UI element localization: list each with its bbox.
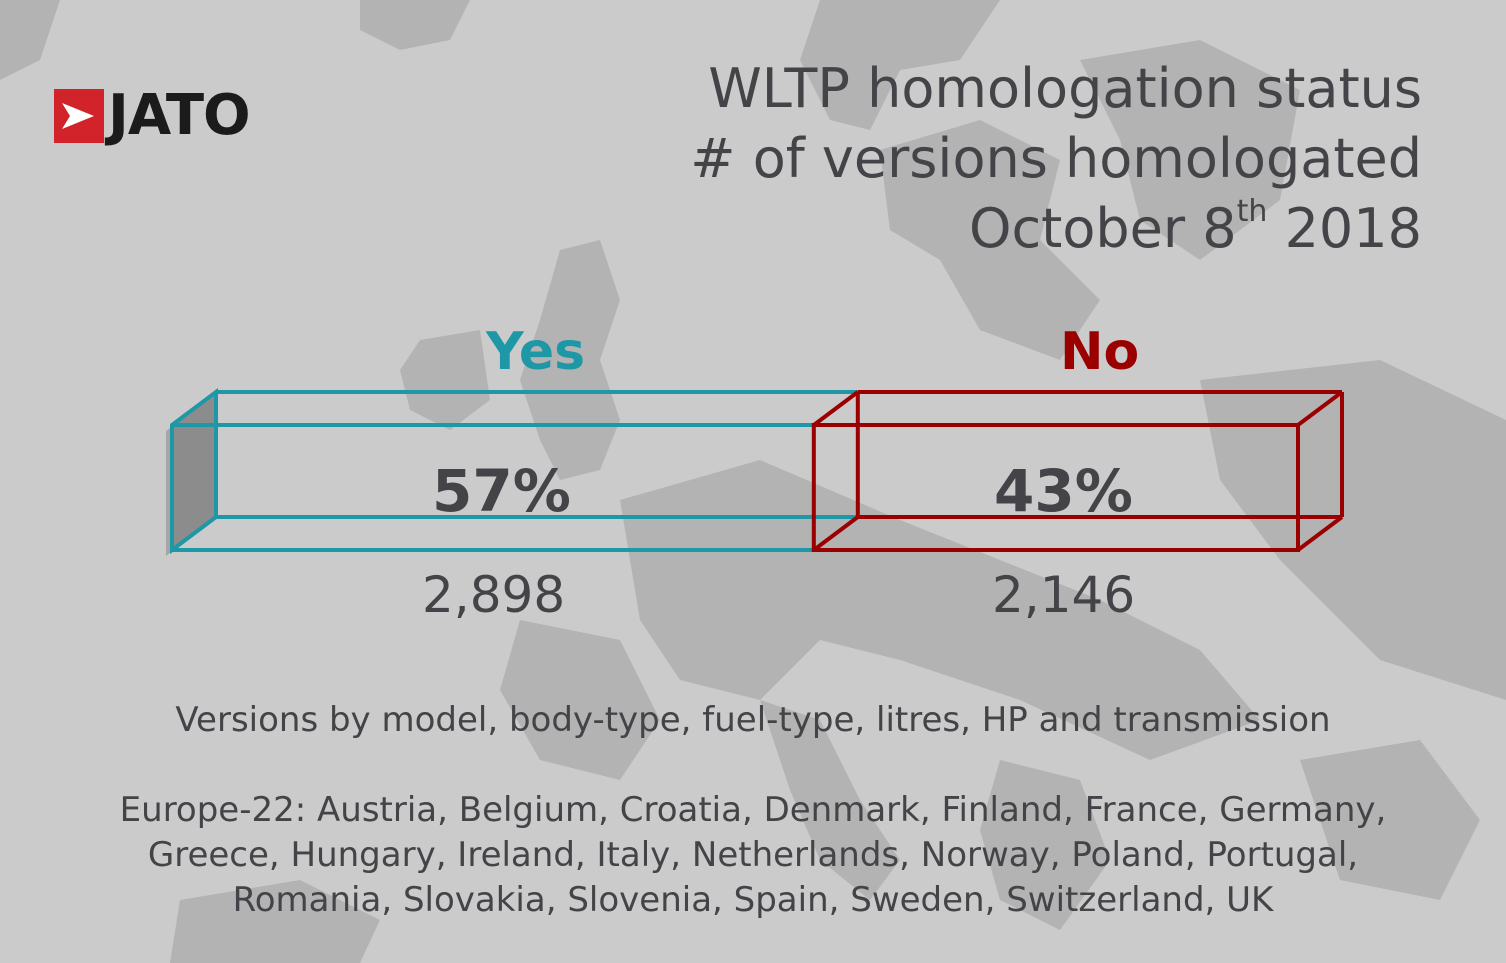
no-bar-left-top-diagonal: [812, 390, 860, 427]
europe-note: Europe-22: Austria, Belgium, Croatia, De…: [0, 788, 1506, 923]
europe-note-line-2: Greece, Hungary, Ireland, Italy, Netherl…: [147, 835, 1359, 875]
yes-count-label: 2,898: [422, 566, 566, 624]
yes-percent-label: 57%: [432, 457, 571, 525]
chart-title: WLTP homologation status # of versions h…: [690, 54, 1422, 264]
no-bar-right-bottom-diagonal: [1296, 515, 1344, 552]
jato-logo-text: JATO: [108, 83, 251, 148]
no-count-label: 2,146: [992, 566, 1136, 624]
title-date-suffix: 2018: [1267, 197, 1422, 260]
no-bar-left-bottom-diagonal: [812, 515, 860, 552]
yes-label: Yes: [486, 322, 586, 382]
title-line-2: # of versions homologated: [690, 127, 1422, 190]
title-date: October 8th 2018: [690, 194, 1422, 264]
europe-note-line-3: Romania, Slovakia, Slovenia, Spain, Swed…: [232, 880, 1274, 920]
no-label: No: [1060, 322, 1140, 382]
no-bar-right-top-diagonal: [1296, 390, 1344, 427]
title-date-prefix: October 8: [968, 197, 1237, 260]
europe-note-line-1: Europe-22: Austria, Belgium, Croatia, De…: [119, 790, 1387, 830]
no-bar-front-face: [811, 423, 1300, 552]
jato-logo-mark-icon: [54, 89, 104, 143]
no-percent-label: 43%: [994, 457, 1133, 525]
yes-bar-left-cap: [170, 388, 218, 554]
versions-note: Versions by model, body-type, fuel-type,…: [175, 700, 1331, 740]
title-line-1: WLTP homologation status: [708, 57, 1422, 120]
jato-logo: JATO: [54, 83, 251, 148]
title-date-sup: th: [1236, 194, 1268, 229]
